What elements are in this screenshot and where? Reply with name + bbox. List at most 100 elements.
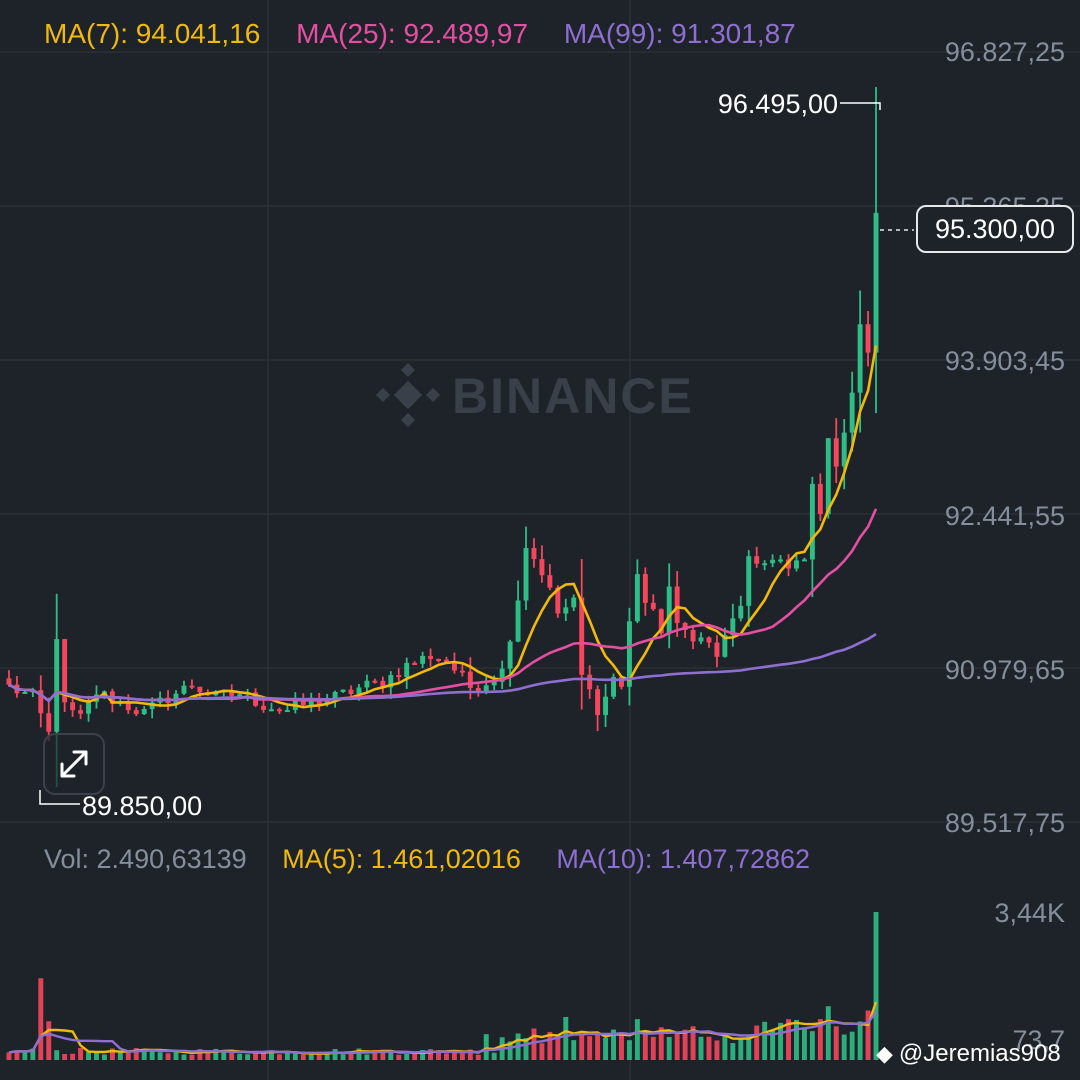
candle-body [125, 701, 131, 711]
vol-ma5-legend: MA(5): 1.461,02016 [282, 844, 521, 874]
volume-bar [690, 1026, 696, 1060]
candle-body [141, 709, 147, 715]
candle-body [817, 483, 823, 514]
candle-body [571, 597, 577, 608]
candle-body [372, 680, 378, 683]
volume-bar [642, 1031, 648, 1060]
volume-bar [674, 1031, 680, 1060]
candle-body [674, 586, 680, 623]
volume-bar [6, 1052, 12, 1060]
volume-bar [229, 1053, 235, 1060]
volume-bar [165, 1053, 171, 1060]
candle-body [428, 655, 434, 659]
volume-bar [571, 1040, 577, 1060]
candle-body [539, 559, 545, 576]
volume-bar [197, 1049, 203, 1060]
volume-bar [253, 1050, 259, 1060]
volume-bar [308, 1053, 314, 1060]
volume-legend: Vol: 2.490,63139 MA(5): 1.461,02016 MA(1… [44, 844, 838, 875]
volume-bar [364, 1054, 370, 1060]
candle-body [523, 547, 529, 601]
candle-body [436, 658, 441, 661]
volume-bar [857, 1021, 863, 1060]
volume-bar [356, 1048, 362, 1060]
candle-body [666, 586, 672, 634]
volume-bar [101, 1054, 107, 1060]
volume-bar [14, 1050, 20, 1060]
volume-bar [380, 1050, 386, 1060]
volume-bar [698, 1036, 704, 1060]
volume-bar [300, 1054, 306, 1060]
price-tick-label: 92.441,55 [945, 501, 1065, 531]
volume-bar [316, 1054, 322, 1060]
ma99-line [8, 632, 877, 703]
volume-bar [754, 1025, 760, 1060]
volume-bar [181, 1054, 187, 1060]
volume-bar [658, 1027, 664, 1060]
candle-body [762, 563, 768, 566]
candle-body [801, 559, 807, 562]
candle-body [547, 575, 553, 588]
volume-bar [94, 1051, 99, 1060]
volume-bar [276, 1054, 282, 1060]
volume-bar [459, 1053, 465, 1060]
candle-body [611, 677, 616, 697]
volume-bar [595, 1034, 601, 1060]
volume-bar [324, 1052, 330, 1060]
volume-value: Vol: 2.490,63139 [44, 844, 247, 874]
candle-body [451, 662, 457, 671]
high-price-label: 96.495,00 [718, 89, 838, 119]
volume-bar [801, 1027, 807, 1060]
price-tick-label: 90.979,65 [945, 655, 1065, 685]
candle-body [714, 642, 720, 657]
volume-bar [157, 1052, 163, 1060]
volume-bar [762, 1021, 768, 1060]
volume-bar [109, 1048, 115, 1060]
volume-bar [86, 1052, 91, 1060]
volume-bar [38, 978, 44, 1060]
volume-bar [682, 1029, 688, 1060]
candle-body [62, 639, 68, 703]
expand-chart-button[interactable] [43, 733, 105, 795]
volume-bar [348, 1051, 354, 1060]
volume-bar [786, 1019, 791, 1060]
candle-body [189, 685, 195, 688]
candle-body [690, 630, 696, 642]
candle-body [332, 691, 338, 700]
candle-body [563, 607, 569, 614]
candle-body [475, 687, 481, 692]
candle-body [833, 438, 839, 467]
volume-bar [650, 1036, 656, 1060]
candle-body [507, 641, 513, 669]
volume-bar [523, 1038, 529, 1060]
candle-body [579, 597, 585, 675]
user-watermark: ◆ @Jeremias908 [876, 1040, 1061, 1068]
volume-bar [539, 1043, 545, 1060]
volume-bar [730, 1043, 736, 1060]
candle-body [348, 689, 354, 694]
candle-body [650, 602, 656, 610]
binance-logo-icon: ◆ [876, 1041, 893, 1066]
volume-bar [420, 1050, 426, 1060]
volume-bar [507, 1041, 513, 1060]
volume-bar [332, 1049, 338, 1060]
volume-bar [436, 1050, 441, 1060]
candle-body [459, 670, 465, 673]
candle-body [404, 663, 410, 678]
candle-body [595, 689, 601, 716]
volume-bar [269, 1050, 274, 1060]
candle-body [587, 674, 593, 690]
current-price-tag: 95.300,00 [916, 205, 1074, 253]
ma99-legend: MA(99): 91.301,87 [563, 18, 796, 49]
volume-bar [531, 1028, 537, 1060]
candle-body [658, 609, 664, 634]
candle-body [133, 710, 139, 715]
volume-bar [611, 1029, 616, 1060]
volume-bar [62, 1054, 68, 1060]
watermark-brand-text: BINANCE [452, 368, 694, 424]
volume-bar [412, 1053, 418, 1060]
candle-body [555, 587, 561, 614]
candlesticks [6, 87, 879, 787]
